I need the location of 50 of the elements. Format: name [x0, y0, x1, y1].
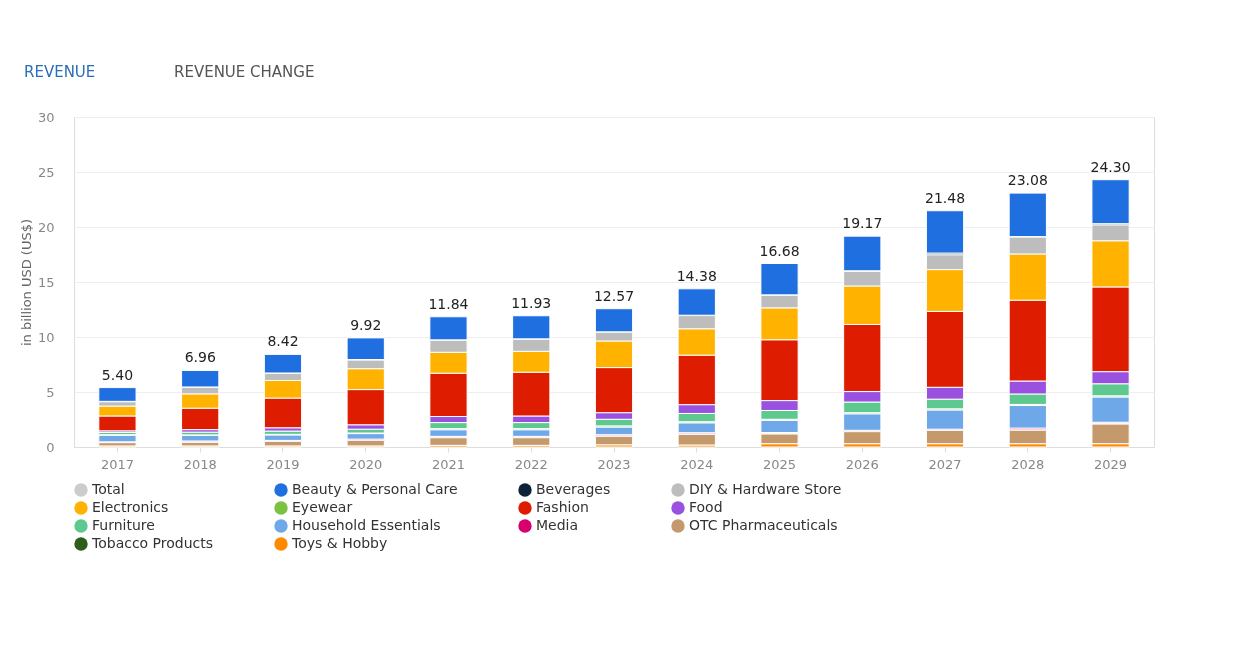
y-tick-label: 0	[46, 439, 55, 455]
total-label: 14.38	[676, 267, 717, 284]
y-tick-label: 20	[37, 219, 55, 235]
y-tick-label: 30	[37, 109, 55, 125]
y-tick-label: 25	[37, 164, 55, 180]
total-label: 23.08	[1007, 172, 1048, 189]
x-tick-label: 2028	[1011, 456, 1045, 472]
legend-label: Household Essentials	[292, 517, 441, 533]
y-tick-label: 5	[46, 384, 55, 400]
total-label: 6.96	[184, 349, 216, 366]
legend-label: OTC Pharmaceuticals	[689, 517, 838, 533]
legend-label: Beverages	[536, 481, 611, 497]
x-tick-label: 2029	[1094, 456, 1128, 472]
total-label: 9.92	[350, 316, 382, 333]
legend-label: Tobacco Products	[91, 535, 214, 551]
x-tick-label: 2025	[762, 456, 797, 472]
legend-label: Furniture	[92, 517, 155, 533]
total-label: 8.42	[267, 333, 299, 350]
total-label: 12.57	[593, 287, 635, 304]
legend-label: Fashion	[536, 499, 589, 515]
x-tick-label: 2019	[266, 456, 300, 472]
legend-label: Total	[91, 481, 125, 497]
legend-label: Beauty & Personal Care	[292, 481, 458, 497]
x-tick-label: 2026	[845, 456, 879, 472]
total-label: 5.40	[101, 366, 134, 383]
total-label: 11.93	[511, 294, 552, 311]
x-tick-label: 2022	[514, 456, 548, 472]
legend-label: Toys & Hobby	[291, 535, 388, 551]
text: REVENUE CHANGE	[174, 63, 315, 81]
legend-label: Electronics	[92, 499, 169, 515]
y-axis-title: in billion USD (US$)	[18, 218, 34, 347]
y-tick-label: 15	[37, 274, 55, 290]
total-label: 16.68	[759, 242, 800, 259]
legend-label: Eyewear	[292, 499, 353, 515]
x-tick-label: 2018	[183, 456, 217, 472]
y-tick-label: 10	[37, 329, 55, 345]
x-tick-label: 2027	[928, 456, 962, 472]
total-label: 19.17	[842, 215, 883, 232]
x-tick-label: 2024	[680, 456, 714, 472]
legend-label: Food	[689, 499, 723, 515]
legend-label: DIY & Hardware Store	[689, 481, 842, 497]
legend-label: Media	[536, 517, 579, 533]
total-label: 11.84	[428, 295, 469, 312]
x-tick-label: 2020	[349, 456, 383, 472]
x-tick-label: 2023	[597, 456, 631, 472]
x-tick-label: 2017	[100, 456, 134, 472]
text: REVENUE	[24, 63, 96, 81]
x-tick-label: 2021	[431, 456, 466, 472]
total-label: 21.48	[924, 189, 966, 206]
total-label: 24.30	[1090, 158, 1131, 175]
